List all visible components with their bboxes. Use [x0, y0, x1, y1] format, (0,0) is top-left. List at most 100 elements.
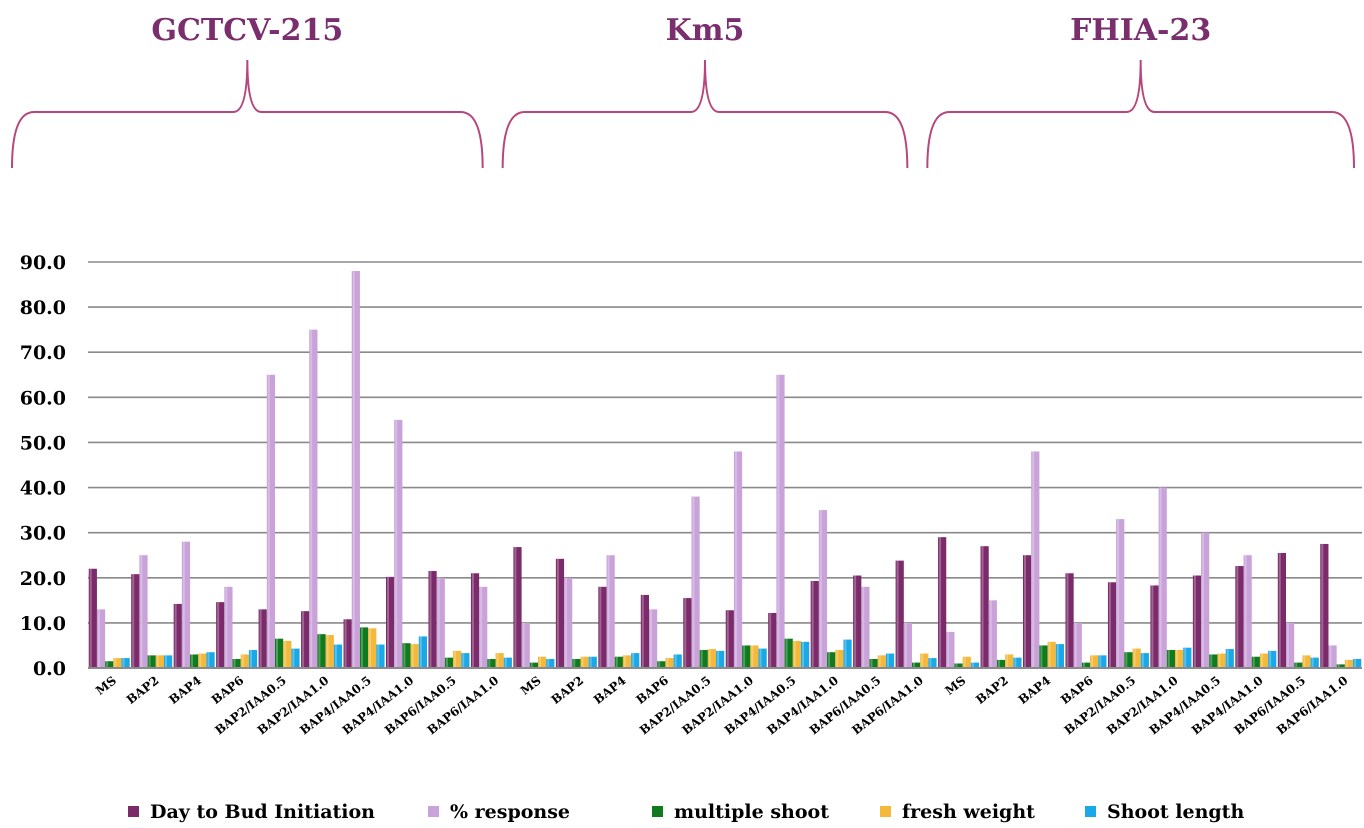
bar-highlight: [454, 650, 457, 668]
bar-highlight: [217, 602, 220, 668]
bar-highlight: [165, 655, 167, 668]
bar-highlight: [1193, 575, 1196, 668]
bar: [206, 652, 215, 668]
group-title: FHIA-23: [1070, 13, 1211, 48]
bar: [1013, 657, 1022, 668]
y-tick-label: 80.0: [20, 297, 66, 319]
bar: [487, 658, 496, 668]
bar: [733, 451, 743, 668]
bar: [758, 648, 767, 668]
bar-highlight: [182, 541, 185, 668]
bar-highlight: [369, 628, 372, 668]
bar: [113, 658, 122, 668]
bar: [155, 655, 164, 668]
bar: [1183, 647, 1192, 668]
bar: [402, 643, 411, 668]
bar-highlight: [955, 663, 958, 668]
bar: [555, 558, 565, 668]
bar: [631, 653, 640, 668]
bar-highlight: [1218, 653, 1221, 668]
bar-highlight: [1184, 647, 1187, 668]
bar-highlight: [734, 451, 737, 668]
bar: [216, 602, 225, 668]
category-label: BAP2/IAA1.0: [679, 673, 756, 737]
bar-highlight: [1210, 654, 1213, 668]
bar: [1243, 555, 1252, 668]
bar-highlight: [132, 574, 135, 668]
category-label: BAP4/IAA1.0: [764, 673, 841, 737]
legend-swatch: [880, 806, 891, 817]
bar-highlight: [1303, 655, 1306, 668]
bar: [139, 555, 148, 668]
bar-highlight: [1345, 659, 1348, 668]
bar-highlight: [1295, 662, 1298, 668]
bar: [131, 574, 140, 668]
bar: [869, 658, 878, 668]
bar: [503, 657, 512, 668]
bar: [673, 654, 682, 668]
bar-highlight: [122, 658, 125, 668]
bar-highlight: [844, 639, 847, 668]
legend-label: multiple shoot: [674, 801, 829, 823]
bar-highlight: [1032, 451, 1035, 668]
bar: [776, 374, 785, 668]
bar-highlight: [769, 612, 772, 668]
bar-highlight: [674, 654, 677, 668]
bar: [1217, 653, 1226, 668]
bar-highlight: [284, 640, 287, 668]
bar-highlight: [581, 656, 584, 668]
bar: [1192, 575, 1202, 668]
bar: [461, 653, 470, 668]
bar-highlight: [641, 594, 644, 668]
bar: [1201, 532, 1210, 668]
bar: [801, 641, 810, 668]
bar-highlight: [929, 658, 932, 668]
group-titles: GCTCV-215 Km5 FHIA-23: [151, 13, 1211, 48]
bar: [1031, 451, 1040, 668]
bar: [428, 571, 437, 668]
legend-label: % response: [450, 801, 570, 823]
bar: [792, 640, 801, 668]
legend: Day to Bud Initiation % response multiple …: [128, 801, 1244, 823]
y-tick-label: 30.0: [20, 523, 66, 545]
bar: [248, 649, 258, 668]
bar-highlight: [344, 619, 347, 668]
bar-highlight: [403, 643, 406, 668]
bar-highlight: [556, 558, 559, 668]
bar: [606, 555, 615, 668]
y-tick-label: 70.0: [20, 342, 66, 364]
bar-highlight: [310, 329, 313, 668]
bar: [495, 653, 504, 668]
bar: [164, 655, 173, 668]
bar: [622, 655, 632, 668]
bar: [1259, 653, 1269, 668]
legend-swatch: [1085, 806, 1096, 817]
bar: [861, 586, 870, 668]
category-label: BAP6/IAA0.5: [1232, 673, 1309, 737]
bar: [895, 560, 904, 668]
bar-highlight: [565, 577, 568, 668]
category-label: BAP2: [549, 673, 587, 707]
bar: [479, 586, 488, 668]
bar: [1336, 664, 1345, 668]
bar-highlight: [981, 546, 984, 668]
category-label: BAP6/IAA0.5: [382, 673, 459, 737]
bar-highlight: [480, 586, 483, 668]
group-braces: [11, 59, 1355, 169]
bar-highlight: [387, 576, 389, 668]
bar: [588, 656, 597, 668]
category-label: BAP4: [166, 673, 204, 707]
bar: [275, 638, 284, 668]
bar-highlight: [225, 586, 228, 668]
bar: [418, 636, 427, 668]
bar: [240, 654, 249, 668]
category-label: MS: [518, 673, 544, 698]
bar: [325, 635, 334, 668]
bar-highlight: [318, 634, 321, 668]
bar: [436, 577, 445, 668]
bar: [1225, 649, 1234, 668]
legend-swatch: [128, 806, 139, 817]
bar: [938, 537, 947, 668]
bar: [1294, 662, 1303, 668]
